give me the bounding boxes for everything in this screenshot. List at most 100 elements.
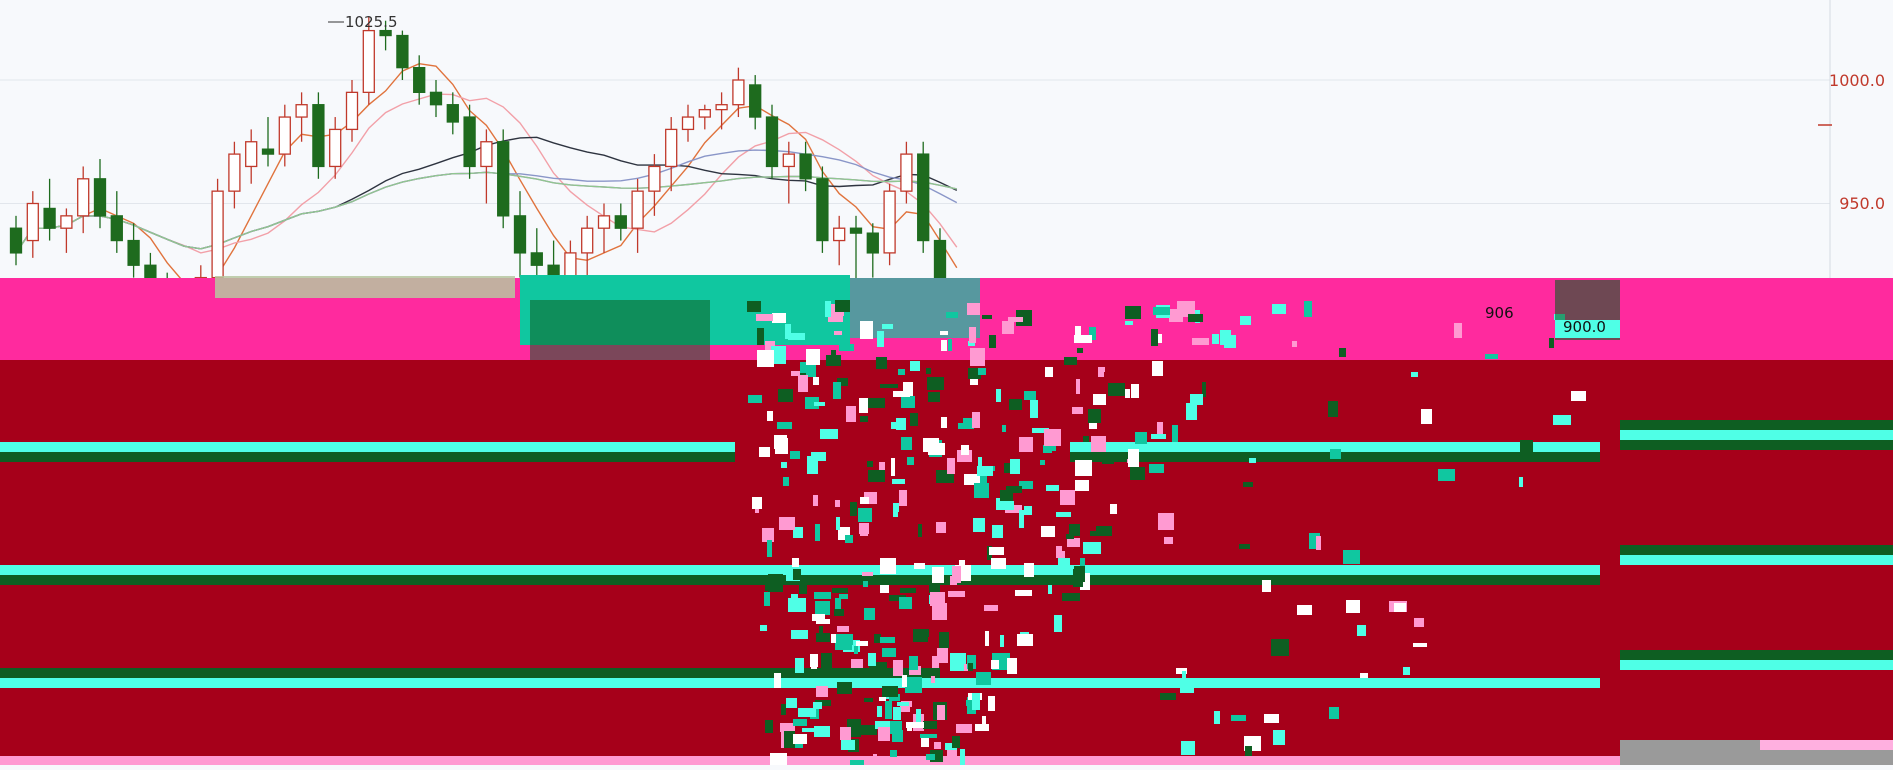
- candle-body: [681, 116, 695, 131]
- glitch-pixel: [771, 346, 786, 364]
- glitch-pixel: [892, 479, 905, 484]
- glitch-pixel: [839, 594, 848, 599]
- glitch-pixel: [793, 719, 807, 726]
- glitch-pixel: [1058, 558, 1070, 575]
- glitch-pixel: [827, 759, 842, 770]
- glitch-pixel: [880, 637, 895, 643]
- glitch-pixel: [1066, 534, 1074, 539]
- glitch-cyan-stripe: [0, 442, 735, 452]
- glitch-pixel: [816, 619, 830, 624]
- glitch-pixel: [812, 614, 825, 621]
- candle-body: [329, 128, 342, 168]
- glitch-pixel: [1048, 585, 1052, 594]
- glitch-pixel: [777, 422, 792, 429]
- glitch-pixel: [1176, 668, 1187, 674]
- candle-body: [345, 91, 359, 131]
- glitch-pixel: [785, 324, 791, 339]
- glitch-pixel: [909, 656, 918, 670]
- glitch-pixel: [902, 675, 907, 687]
- glitch-pixel: [972, 412, 980, 428]
- glitch-pixel: [932, 603, 947, 620]
- candle-body: [127, 239, 140, 266]
- glitch-pixel: [1454, 323, 1462, 338]
- glitch-pixel: [899, 490, 907, 506]
- glitch-pixel: [1015, 590, 1032, 596]
- glitch-pixel: [1091, 436, 1106, 452]
- glitch-pixel: [1004, 463, 1010, 473]
- glitch-pixel: [967, 655, 976, 669]
- glitch-pixel: [811, 452, 826, 461]
- glitch-pixel: [770, 753, 787, 768]
- glitch-pixel: [765, 720, 773, 733]
- candle-body: [429, 91, 443, 106]
- glitch-pixel: [880, 585, 889, 593]
- glitch-pixel: [837, 682, 852, 694]
- glitch-pixel: [1056, 546, 1062, 558]
- glitch-pixel: [791, 594, 798, 600]
- candle-down: [614, 203, 627, 241]
- glitch-pixel: [1549, 338, 1554, 348]
- glitch-pixel: [1309, 533, 1320, 549]
- glitch-pixel: [757, 328, 764, 345]
- glitch-pixel: [1164, 537, 1173, 544]
- candle-down: [866, 223, 879, 278]
- glitch-pixel: [752, 497, 762, 509]
- glitch-olive-strip: [215, 276, 515, 298]
- glitch-pixel: [1024, 506, 1032, 515]
- candle-body: [816, 178, 829, 242]
- glitch-pixel: [1060, 490, 1075, 505]
- glitch-pixel: [832, 588, 848, 593]
- glitch-pixel: [1328, 401, 1338, 417]
- candle-up: [278, 104, 291, 167]
- glitch-pixel: [757, 350, 774, 367]
- glitch-pixel: [889, 694, 900, 701]
- glitch-pink-block: [1760, 740, 1893, 750]
- glitch-pixel: [973, 518, 985, 532]
- glitch-pixel: [978, 368, 986, 375]
- glitch-pixel: [996, 389, 1001, 402]
- glitch-pixel: [1024, 563, 1034, 577]
- glitch-pixel: [1096, 526, 1112, 536]
- glitch-pixel: [1062, 593, 1080, 601]
- glitch-pixel: [961, 445, 969, 455]
- glitch-pixel: [898, 369, 905, 375]
- glitch-pixel: [791, 371, 800, 376]
- glitch-pixel: [907, 727, 912, 731]
- glitch-pixel: [798, 375, 808, 392]
- glitch-pixel: [1403, 667, 1410, 675]
- glitch-pixel: [1212, 334, 1219, 344]
- glitch-pixel: [989, 335, 996, 348]
- glitch-pixel: [878, 727, 890, 741]
- glitch-pixel: [1125, 389, 1130, 398]
- glitch-pixel: [901, 437, 912, 450]
- glitch-pixel: [1243, 482, 1253, 487]
- glitch-pixel: [864, 698, 873, 702]
- glitch-pixel: [960, 749, 965, 766]
- glitch-pixel: [914, 563, 925, 569]
- glitch-cyan-stripe: [1620, 555, 1893, 565]
- glitch-overlay: 906 900.0: [0, 275, 1893, 770]
- glitch-pixel: [1357, 625, 1366, 636]
- glitch-pixel: [967, 303, 980, 315]
- glitch-pixel: [1110, 504, 1117, 514]
- glitch-noise-pattern: [747, 300, 1586, 770]
- glitch-pixel: [1067, 538, 1080, 547]
- glitch-pixel: [916, 709, 921, 723]
- glitch-pixel: [1273, 730, 1285, 745]
- candle-down: [513, 191, 527, 278]
- glitch-pixel: [820, 429, 838, 439]
- glitch-pixel: [846, 406, 856, 422]
- glitch-pixel: [1076, 379, 1080, 394]
- glitch-pixel: [1007, 658, 1017, 674]
- glitch-pixel: [929, 585, 940, 593]
- candle-down: [429, 80, 443, 118]
- glitch-pixel: [905, 677, 922, 693]
- glitch-pixel: [976, 672, 991, 685]
- glitch-pixel: [845, 535, 853, 543]
- glitch-cyan-stripe: [1070, 442, 1600, 452]
- glitch-pixel: [1169, 309, 1183, 322]
- candle-down: [93, 159, 107, 229]
- candle-body: [917, 153, 930, 242]
- glitch-pixel: [786, 698, 797, 708]
- candle-down: [463, 104, 476, 179]
